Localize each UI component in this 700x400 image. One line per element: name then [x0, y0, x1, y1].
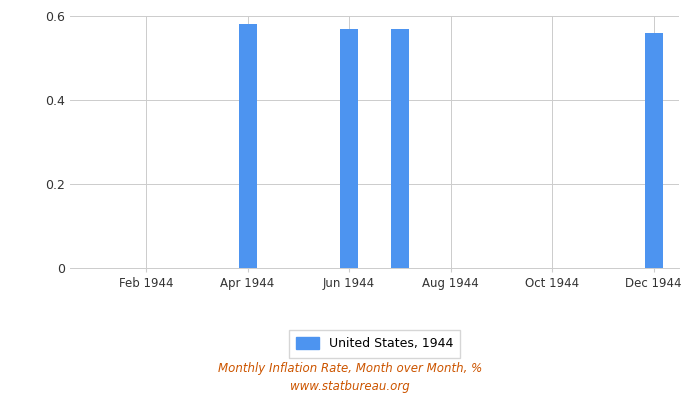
Bar: [645, 33, 662, 268]
Legend: United States, 1944: United States, 1944: [288, 330, 461, 358]
Bar: [239, 24, 256, 268]
Bar: [391, 29, 409, 268]
Bar: [340, 29, 358, 268]
Text: Monthly Inflation Rate, Month over Month, %: Monthly Inflation Rate, Month over Month…: [218, 362, 482, 375]
Text: www.statbureau.org: www.statbureau.org: [290, 380, 410, 393]
